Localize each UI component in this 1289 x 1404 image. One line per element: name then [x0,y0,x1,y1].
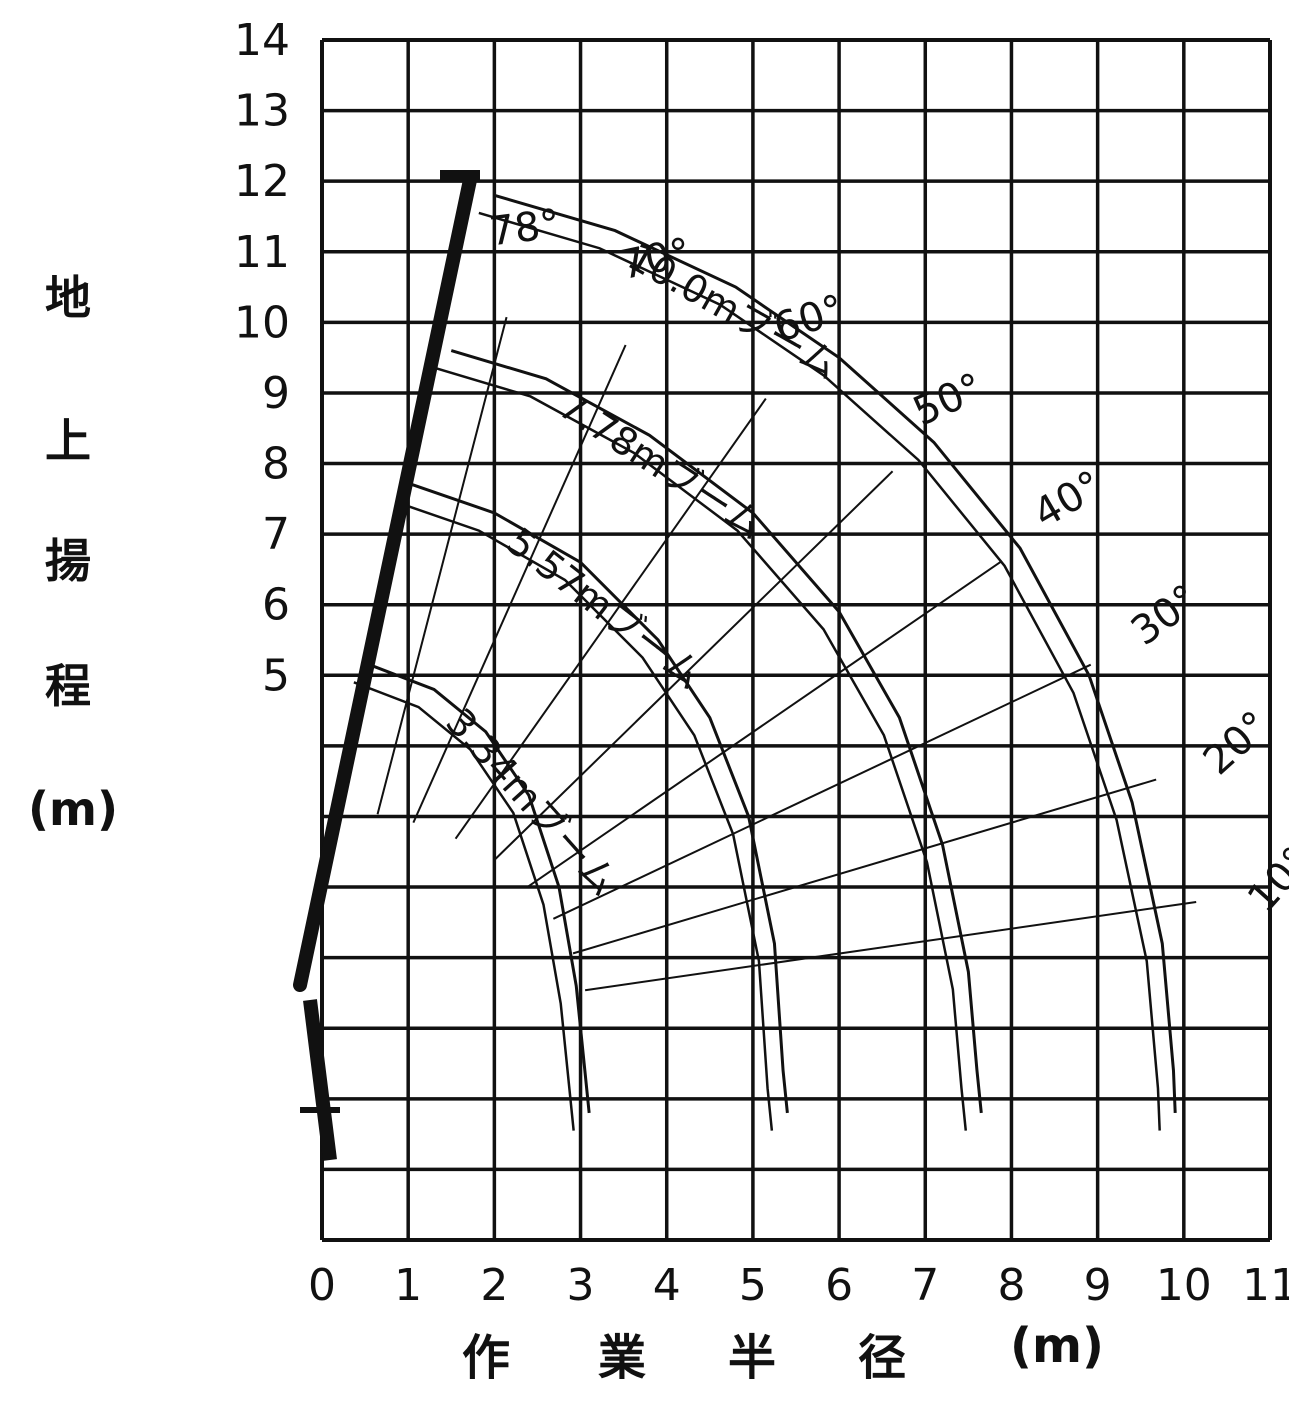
x-tick-label: 8 [997,1260,1025,1311]
x-tick-label: 11 [1242,1260,1289,1311]
boom-curves-layer [353,193,1177,1131]
angle-line [572,778,1157,955]
angle-label: 50° [906,364,989,435]
x-tick-label: 5 [739,1260,767,1311]
angle-lines-layer: 78°70°60°50°40°30°20°10° [376,201,1289,992]
x-tick-label: 2 [480,1260,508,1311]
x-tick-label: 6 [825,1260,853,1311]
boom-curve [368,663,591,1114]
x-tick-label: 4 [653,1260,681,1311]
x-axis-title-char-4: 径 [858,1330,907,1386]
y-tick-label: 12 [234,156,290,207]
angle-line [412,344,627,824]
y-tick-label: 9 [262,368,290,419]
x-tick-label: 7 [911,1260,939,1311]
x-tick-label: 1 [394,1260,422,1311]
y-tick-label: 5 [262,650,290,701]
angle-label: 10° [1239,838,1289,921]
y-tick-label: 14 [234,15,290,66]
boom-curve-inner [478,211,1161,1131]
angle-label: 20° [1195,703,1278,785]
y-axis-title-char-2: 上 [45,414,91,468]
angle-label: 30° [1123,576,1207,655]
boom-curve [493,193,1177,1114]
angle-label: 78° [487,201,563,256]
x-tick-label: 3 [567,1260,595,1311]
boom-curve-inner [435,367,968,1131]
y-tick-label: 10 [234,297,290,348]
y-tick-label: 13 [234,86,290,137]
y-tick-label: 11 [234,227,290,278]
y-tick-label: 8 [262,439,290,490]
x-tick-label: 10 [1156,1260,1212,1311]
x-tick-label: 9 [1084,1260,1112,1311]
y-axis-title-unit: (m) [28,782,118,836]
y-axis-title-char-3: 揚 [45,534,91,588]
boom-curve-inner [396,501,774,1131]
boom-length-label: 5.57mブーム [499,519,711,698]
boom-curve [450,349,983,1114]
angle-line [493,470,894,862]
crane-boom-drawing [293,170,480,1161]
x-axis-title-unit: (m) [1010,1318,1104,1374]
x-axis-title-char-2: 業 [598,1330,647,1386]
boom-length-label: 7.78mブーム [551,383,772,547]
y-axis-title-char-4: 程 [45,659,91,713]
angle-line [584,900,1197,992]
y-tick-label: 7 [262,509,290,560]
angle-line [376,316,508,815]
boom-curve [412,483,789,1114]
boom-curve-inner [353,681,575,1131]
angle-line [552,663,1092,920]
x-tick-label: 0 [308,1260,336,1311]
y-axis-title-char-1: 地 [45,271,91,325]
y-tick-label: 6 [262,580,290,631]
angle-line [526,560,1003,889]
x-axis-title-char-3: 半 [728,1330,777,1386]
x-axis-title-char-1: 作 [462,1330,511,1386]
